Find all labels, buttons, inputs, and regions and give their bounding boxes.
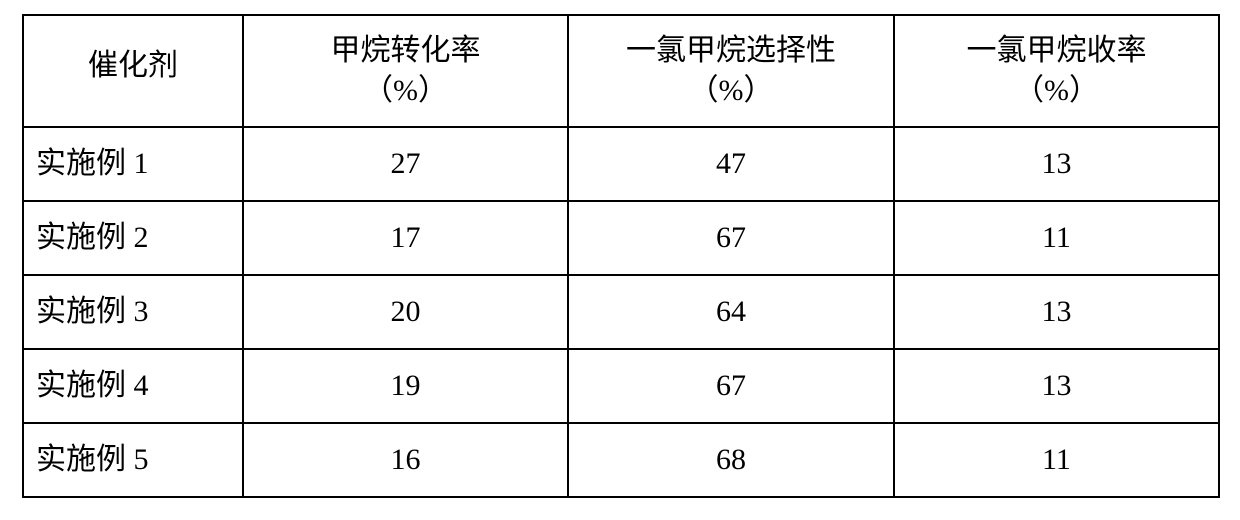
table-row: 实施例 1 27 47 13 <box>23 127 1219 201</box>
table-body: 实施例 1 27 47 13 实施例 2 17 67 11 实施例 3 20 6… <box>23 127 1219 497</box>
table-header: 催化剂 甲烷转化率 （%） 一氯甲烷选择性 （%） <box>23 15 1219 127</box>
page-container: 催化剂 甲烷转化率 （%） 一氯甲烷选择性 （%） <box>0 0 1240 520</box>
table-row: 实施例 5 16 68 11 <box>23 423 1219 497</box>
col-header-unit: （%） <box>244 76 567 106</box>
col-header-selectivity: 一氯甲烷选择性 （%） <box>568 15 894 127</box>
row-label-cell: 实施例 4 <box>23 349 243 423</box>
selectivity-cell: 47 <box>568 127 894 201</box>
selectivity-cell: 68 <box>568 423 894 497</box>
col-header-conversion: 甲烷转化率 （%） <box>243 15 568 127</box>
col-header-catalyst: 催化剂 <box>23 15 243 127</box>
yield-cell: 11 <box>894 423 1219 497</box>
table-row: 实施例 3 20 64 13 <box>23 275 1219 349</box>
yield-cell: 13 <box>894 275 1219 349</box>
row-label-cell: 实施例 2 <box>23 201 243 275</box>
yield-cell: 11 <box>894 201 1219 275</box>
col-header-unit: （%） <box>895 76 1218 106</box>
yield-cell: 13 <box>894 127 1219 201</box>
conversion-cell: 27 <box>243 127 568 201</box>
col-header-yield: 一氯甲烷收率 （%） <box>894 15 1219 127</box>
conversion-cell: 19 <box>243 349 568 423</box>
row-label-cell: 实施例 3 <box>23 275 243 349</box>
conversion-cell: 16 <box>243 423 568 497</box>
header-row: 催化剂 甲烷转化率 （%） 一氯甲烷选择性 （%） <box>23 15 1219 127</box>
col-header-label: 甲烷转化率 <box>244 36 567 66</box>
col-header-unit: （%） <box>569 76 893 106</box>
col-header-label: 一氯甲烷收率 <box>895 36 1218 66</box>
selectivity-cell: 67 <box>568 201 894 275</box>
conversion-cell: 20 <box>243 275 568 349</box>
selectivity-cell: 64 <box>568 275 894 349</box>
row-label-cell: 实施例 5 <box>23 423 243 497</box>
yield-cell: 13 <box>894 349 1219 423</box>
selectivity-cell: 67 <box>568 349 894 423</box>
table-row: 实施例 4 19 67 13 <box>23 349 1219 423</box>
row-label-cell: 实施例 1 <box>23 127 243 201</box>
data-table: 催化剂 甲烷转化率 （%） 一氯甲烷选择性 （%） <box>22 14 1220 498</box>
conversion-cell: 17 <box>243 201 568 275</box>
table-row: 实施例 2 17 67 11 <box>23 201 1219 275</box>
col-header-label: 一氯甲烷选择性 <box>569 36 893 66</box>
col-header-label: 催化剂 <box>24 51 242 81</box>
